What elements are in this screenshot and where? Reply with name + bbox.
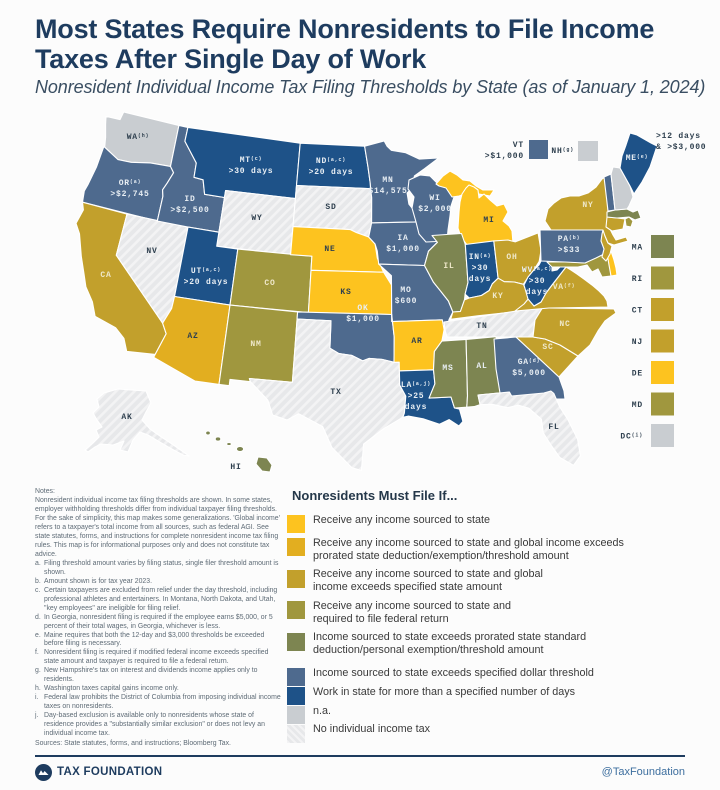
svg-text:NE: NE <box>324 245 335 254</box>
svg-text:CA: CA <box>100 271 111 280</box>
svg-text:days: days <box>405 403 427 412</box>
svg-text:MD: MD <box>632 401 643 410</box>
svg-text:IL: IL <box>443 262 454 271</box>
svg-text:$14,575: $14,575 <box>368 187 407 196</box>
svg-text:$1,000: $1,000 <box>346 315 380 324</box>
svg-text:ND(a,c): ND(a,c) <box>316 157 346 166</box>
svg-text:MT(c): MT(c) <box>240 156 263 165</box>
svg-text:PA(b): PA(b) <box>558 235 581 244</box>
svg-text:& >$3,000: & >$3,000 <box>656 143 706 152</box>
svg-text:RI: RI <box>632 275 643 284</box>
svg-text:OR(a): OR(a) <box>119 179 142 188</box>
svg-text:$2,000: $2,000 <box>418 205 452 214</box>
svg-text:NY: NY <box>582 201 593 210</box>
svg-text:LA(a,j): LA(a,j) <box>401 381 431 390</box>
svg-text:ID: ID <box>184 195 195 204</box>
svg-text:WV(a,c): WV(a,c) <box>522 266 552 275</box>
svg-text:>30: >30 <box>472 264 489 273</box>
svg-text:GA(d): GA(d) <box>518 358 541 367</box>
svg-text:$1,000: $1,000 <box>386 245 420 254</box>
svg-text:VA(f): VA(f) <box>553 283 576 292</box>
svg-text:>20 days: >20 days <box>309 168 354 177</box>
svg-text:NJ: NJ <box>632 338 643 347</box>
svg-text:SC: SC <box>542 343 553 352</box>
svg-text:days: days <box>469 275 491 284</box>
svg-text:AK: AK <box>121 413 132 422</box>
svg-text:MA: MA <box>632 244 643 253</box>
svg-text:NC: NC <box>559 320 570 329</box>
svg-text:DE: DE <box>632 370 643 379</box>
svg-text:TN: TN <box>476 322 487 331</box>
svg-text:KS: KS <box>340 288 351 297</box>
svg-text:OH: OH <box>506 253 517 262</box>
svg-text:>30 days: >30 days <box>229 167 274 176</box>
svg-text:TX: TX <box>330 388 341 397</box>
svg-text:days: days <box>526 288 548 297</box>
svg-text:HI: HI <box>230 463 241 472</box>
svg-text:>$2,500: >$2,500 <box>170 206 209 215</box>
svg-text:DC(i): DC(i) <box>620 433 643 442</box>
svg-text:$600: $600 <box>395 297 417 306</box>
svg-text:WA(h): WA(h) <box>127 133 150 142</box>
svg-text:NH(g): NH(g) <box>551 147 574 156</box>
svg-text:KY: KY <box>492 292 503 301</box>
svg-text:ME(e): ME(e) <box>626 154 649 163</box>
svg-text:$5,000: $5,000 <box>512 369 546 378</box>
svg-text:>$2,745: >$2,745 <box>110 190 149 199</box>
svg-text:CO: CO <box>264 279 275 288</box>
svg-text:MN: MN <box>382 176 393 185</box>
svg-text:IN(a): IN(a) <box>469 253 492 262</box>
svg-text:SD: SD <box>325 203 336 212</box>
svg-text:UT(a,c): UT(a,c) <box>191 267 221 276</box>
svg-text:CT: CT <box>632 307 643 316</box>
svg-text:>30: >30 <box>529 277 546 286</box>
svg-text:NV: NV <box>146 247 157 256</box>
svg-text:MO: MO <box>400 286 411 295</box>
svg-text:FL: FL <box>548 423 559 432</box>
svg-text:>20 days: >20 days <box>184 278 229 287</box>
svg-text:VT: VT <box>513 141 524 150</box>
svg-text:IA: IA <box>397 234 408 243</box>
svg-text:>25: >25 <box>408 392 425 401</box>
svg-text:MI: MI <box>483 216 494 225</box>
svg-text:>$1,000: >$1,000 <box>485 152 524 161</box>
svg-text:>12 days: >12 days <box>656 132 701 141</box>
svg-text:NM: NM <box>250 340 261 349</box>
svg-text:>$33: >$33 <box>558 246 580 255</box>
svg-text:WY: WY <box>251 214 262 223</box>
svg-text:MS: MS <box>442 364 453 373</box>
svg-text:AZ: AZ <box>187 332 198 341</box>
svg-text:AR: AR <box>411 337 422 346</box>
svg-text:WI: WI <box>429 194 440 203</box>
svg-text:OK: OK <box>357 304 368 313</box>
svg-text:AL: AL <box>476 362 487 371</box>
